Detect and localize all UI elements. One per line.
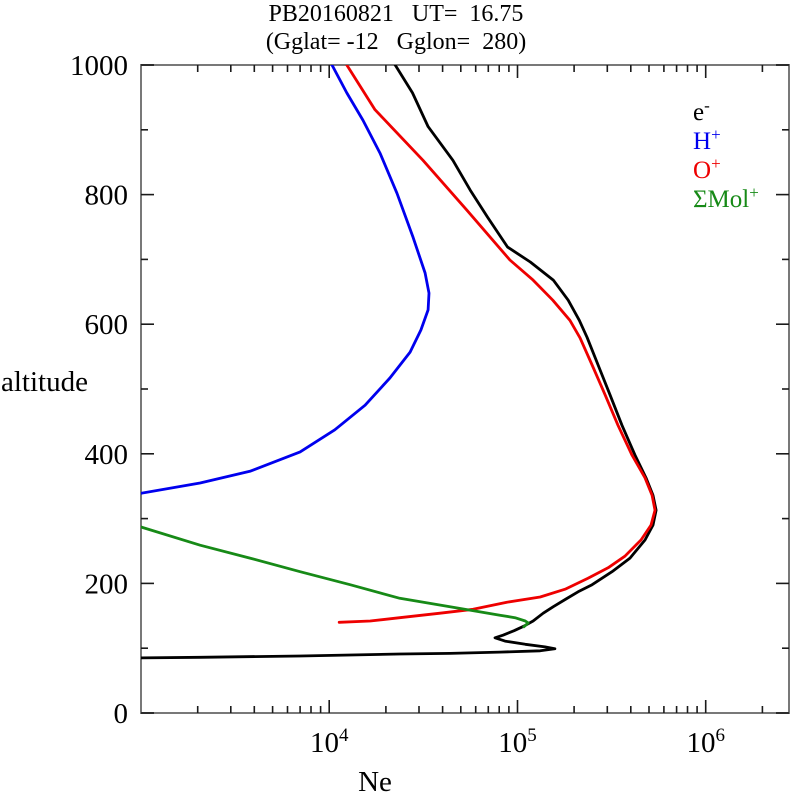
axis-ticks — [141, 64, 789, 714]
plot-frame — [140, 64, 790, 714]
curve-e-line — [141, 65, 658, 660]
chart-title: PB20160821 UT= 16.75 — [268, 1, 524, 27]
x-tick-label: 105 — [498, 725, 537, 759]
curve-H-line — [141, 65, 431, 495]
y-tick-label: 600 — [85, 309, 129, 341]
x-axis-label: Ne — [358, 766, 392, 796]
curve-O-line — [337, 65, 657, 624]
x-tick-label: 104 — [310, 725, 349, 759]
curve-Mol-line — [141, 525, 530, 629]
y-tick-label: 1000 — [70, 50, 128, 82]
y-tick-label: 200 — [85, 568, 129, 600]
y-axis-label: altitude — [1, 366, 88, 398]
legend-oxygen-ion-label: O+ — [693, 154, 721, 184]
y-tick-label: 400 — [85, 439, 129, 471]
y-tick-label: 0 — [114, 698, 129, 730]
legend-electron-label: e- — [693, 96, 710, 126]
legend-hydrogen-ion-label: H+ — [693, 125, 721, 155]
y-tick-label: 800 — [85, 180, 129, 212]
chart-subtitle: (Gglat= -12 Gglon= 280) — [265, 29, 527, 55]
x-tick-label: 106 — [686, 725, 725, 759]
legend-molecular-ions-label: ΣMol+ — [693, 183, 759, 213]
